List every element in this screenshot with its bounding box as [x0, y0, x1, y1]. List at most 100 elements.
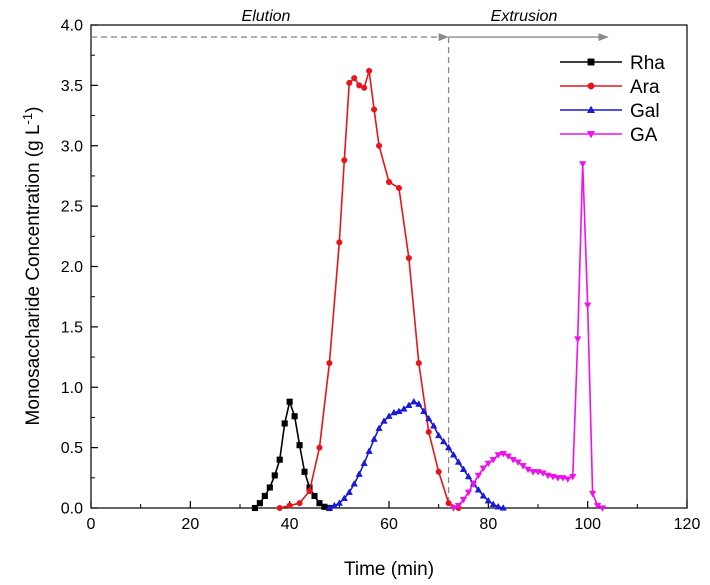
- data-point: [385, 412, 393, 419]
- plot-frame: [90, 24, 688, 509]
- data-point: [296, 500, 303, 507]
- data-point: [286, 502, 293, 509]
- extrusion-label: Extrusion: [491, 8, 558, 25]
- y-tick-label: 2.5: [61, 199, 83, 216]
- data-point: [405, 254, 412, 262]
- data-point: [371, 106, 378, 113]
- data-point: [454, 458, 463, 465]
- legend-item-rha: Rha: [560, 53, 665, 74]
- x-tick-label: 20: [181, 516, 199, 533]
- data-point: [494, 452, 502, 459]
- data-point: [489, 500, 497, 508]
- data-point: [281, 420, 288, 427]
- data-point: [316, 500, 323, 507]
- y-tick-label: 0.0: [61, 501, 83, 518]
- data-point: [449, 505, 458, 512]
- x-tick-label: 120: [674, 516, 701, 533]
- data-point: [266, 484, 273, 491]
- legend-label: GA: [630, 125, 658, 146]
- legend-label: Rha: [630, 53, 665, 74]
- y-axis-title-main: Monosaccharide Concentration (g L: [23, 124, 44, 425]
- data-point: [361, 84, 368, 91]
- data-point: [330, 501, 339, 509]
- data-point: [474, 486, 483, 493]
- series-rha: [251, 398, 333, 512]
- data-point: [574, 336, 582, 343]
- data-point: [445, 500, 452, 507]
- legend-item-ara: Ara: [560, 77, 660, 98]
- data-point: [454, 502, 463, 510]
- data-point: [444, 443, 453, 451]
- data-point: [499, 504, 507, 511]
- data-point: [341, 157, 348, 164]
- data-point: [366, 67, 373, 74]
- legend-marker: [587, 82, 595, 90]
- x-tick-label: 60: [380, 516, 398, 533]
- data-point: [598, 505, 607, 512]
- y-tick-label: 4.0: [61, 18, 83, 35]
- data-point: [459, 496, 468, 504]
- data-point: [360, 459, 368, 466]
- data-point: [346, 79, 353, 87]
- data-point: [365, 447, 373, 454]
- data-point: [335, 499, 343, 506]
- legend-marker: [587, 58, 595, 66]
- legend-marker: [586, 105, 596, 113]
- data-point: [569, 473, 577, 481]
- y-tick-label: 3.5: [61, 78, 83, 95]
- data-point: [499, 451, 507, 458]
- x-tick-label: 80: [479, 516, 497, 533]
- legend-item-gal: Gal: [560, 101, 660, 122]
- y-axis-title-suffix: ): [23, 107, 44, 113]
- data-point: [405, 401, 413, 408]
- data-point: [261, 492, 268, 499]
- data-point: [345, 488, 353, 495]
- annotation-layer: Elution Extrusion: [91, 8, 609, 508]
- data-point: [356, 82, 363, 89]
- legend-label: Gal: [630, 101, 660, 122]
- data-point: [276, 456, 283, 463]
- data-point: [435, 431, 443, 439]
- series-line: [279, 70, 459, 509]
- x-tick-label: 40: [281, 516, 299, 533]
- data-point: [325, 504, 334, 511]
- data-point: [539, 470, 547, 477]
- data-point: [459, 465, 468, 472]
- data-point: [479, 492, 488, 499]
- data-point: [579, 161, 587, 168]
- legend-item-ga: GA: [560, 125, 658, 146]
- y-tick-label: 1.0: [61, 380, 83, 397]
- data-point: [425, 428, 432, 435]
- data-point: [336, 239, 343, 246]
- data-point: [350, 479, 358, 487]
- x-axis-title: Time (min): [344, 559, 434, 580]
- data-point: [484, 460, 492, 468]
- data-point: [370, 435, 378, 442]
- series-ga: [449, 161, 607, 512]
- data-point: [425, 414, 433, 422]
- data-point: [464, 489, 473, 497]
- data-point: [469, 481, 478, 488]
- data-point: [474, 472, 483, 480]
- data-point: [439, 437, 448, 445]
- x-tick-label: 100: [574, 516, 601, 533]
- data-point: [479, 465, 488, 473]
- data-point: [376, 142, 383, 149]
- y-axis-title: Monosaccharide Concentration (g L-1): [20, 107, 44, 426]
- data-point: [415, 400, 423, 407]
- data-point: [435, 468, 442, 475]
- data-point: [351, 75, 358, 82]
- elution-label: Elution: [242, 8, 291, 25]
- legend-label: Ara: [630, 77, 660, 98]
- data-point: [588, 490, 597, 498]
- data-point: [524, 466, 532, 474]
- data-point: [355, 470, 363, 477]
- legend-marker: [586, 131, 596, 139]
- y-tick-label: 0.5: [61, 440, 83, 457]
- series-layer: [251, 67, 607, 512]
- data-point: [529, 469, 537, 476]
- y-tick-label: 1.5: [61, 319, 83, 336]
- series-line: [453, 163, 603, 509]
- data-point: [420, 407, 428, 415]
